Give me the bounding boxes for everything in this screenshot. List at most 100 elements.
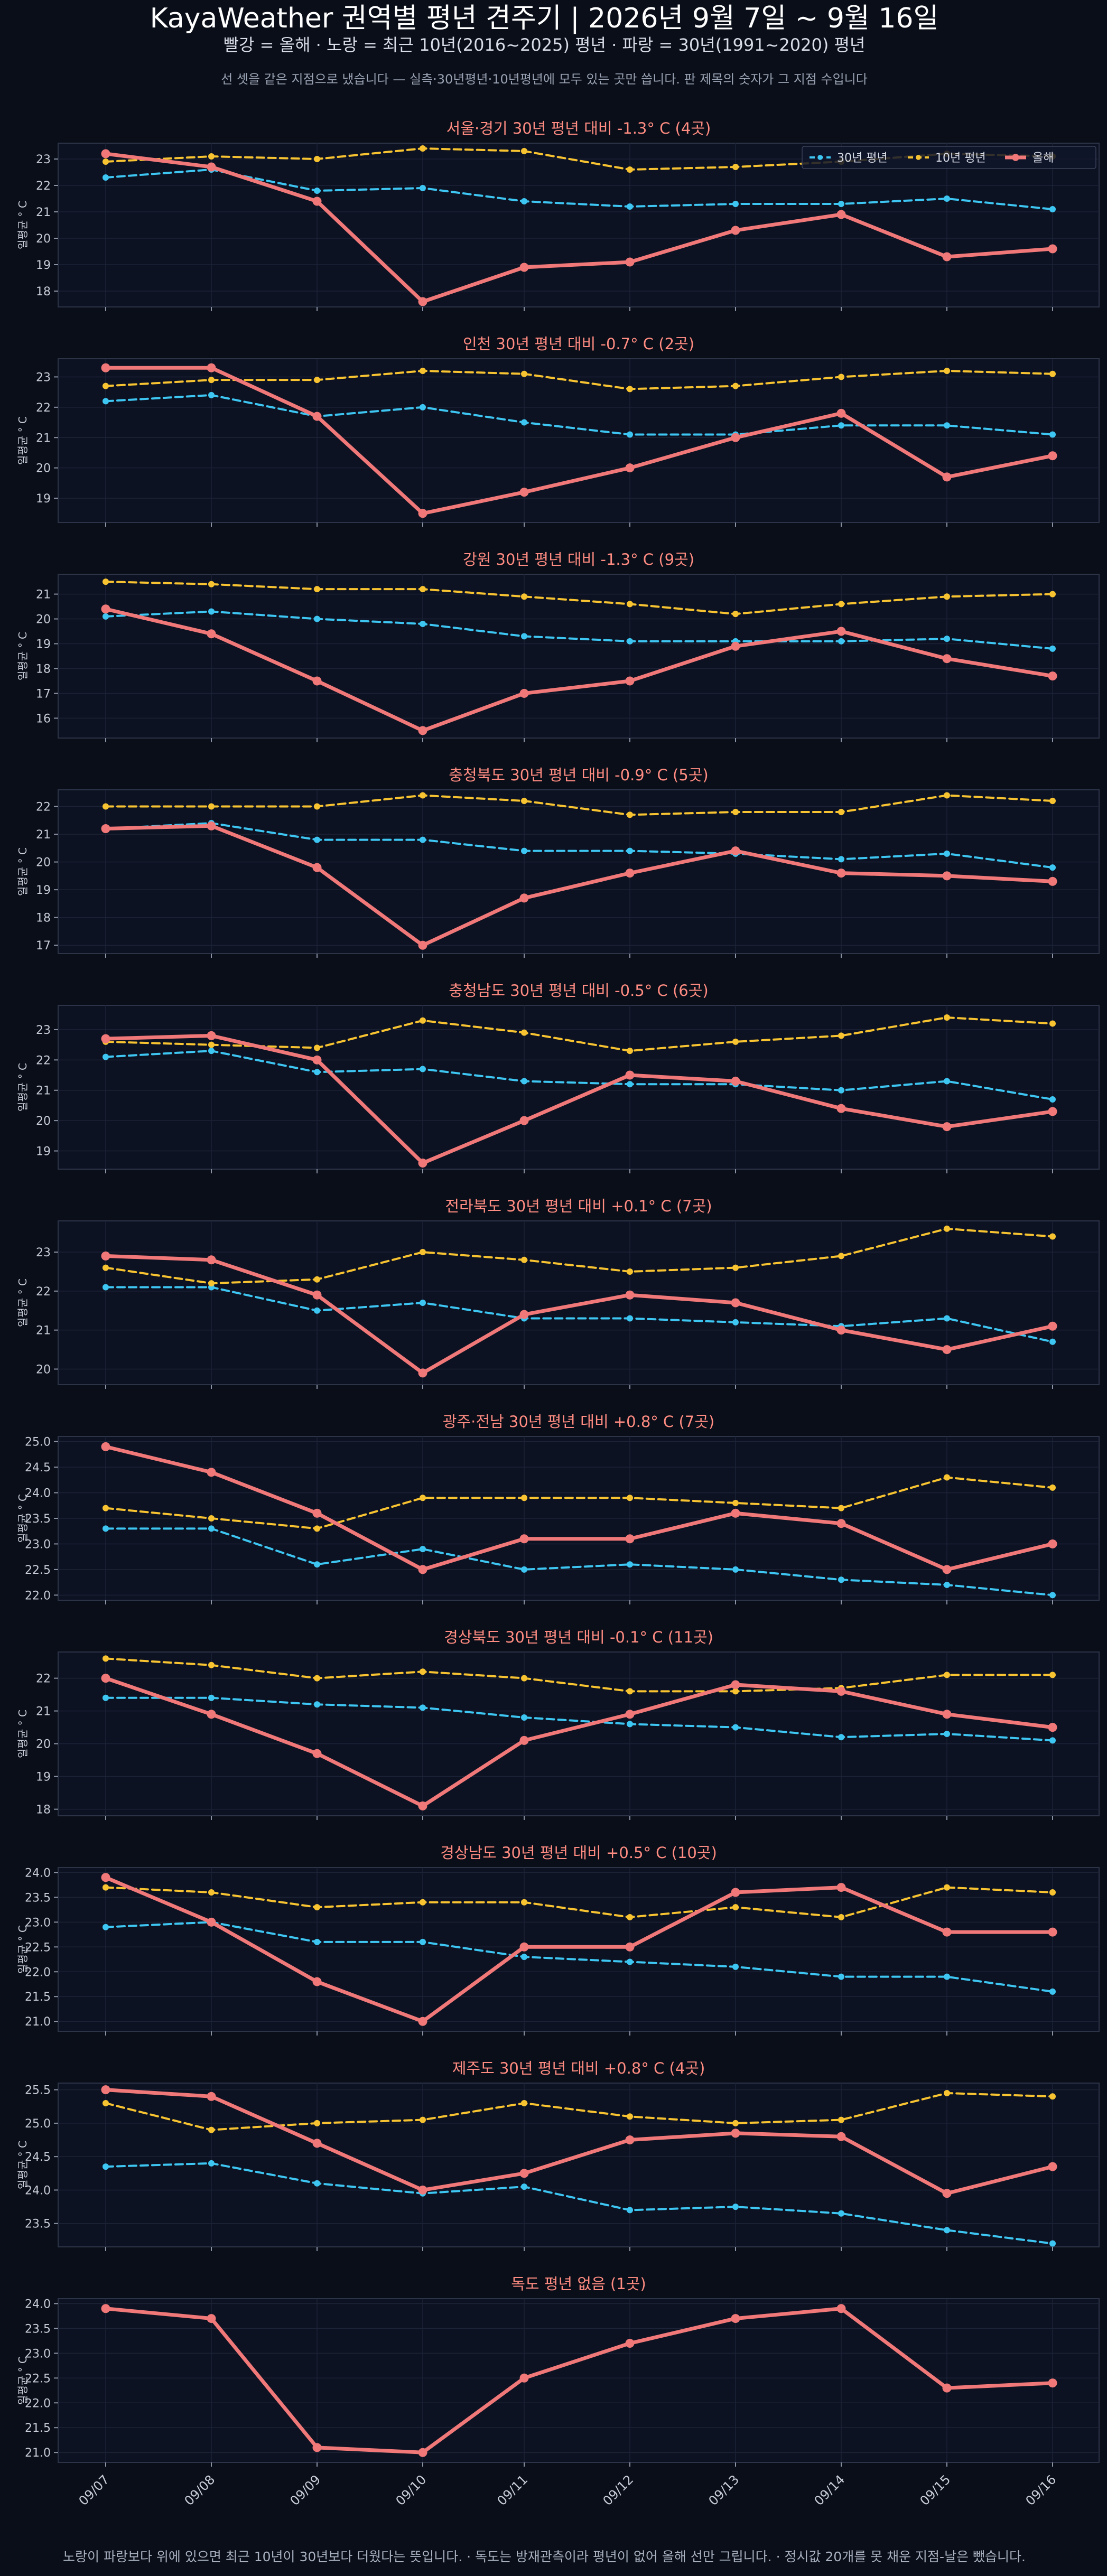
legend-label: 30년 평년 <box>837 152 888 165</box>
data-point <box>521 1954 527 1961</box>
data-point <box>942 1565 952 1574</box>
data-point <box>207 1255 216 1265</box>
y-tick-label: 24.0 <box>25 2184 51 2197</box>
data-point <box>732 1499 739 1506</box>
panel-frame <box>58 574 1100 739</box>
y-tick-label: 20 <box>36 1738 51 1751</box>
data-point <box>1049 1233 1056 1240</box>
data-point <box>1048 671 1057 681</box>
panel-title: 충청남도 30년 평년 대비 -0.5° C (6곳) <box>449 982 708 1000</box>
data-point <box>1048 2378 1057 2388</box>
data-point <box>838 422 844 429</box>
data-point <box>519 1942 529 1952</box>
data-point <box>732 809 739 816</box>
data-point <box>208 153 215 160</box>
y-tick-label: 25.0 <box>25 2117 51 2131</box>
data-point <box>101 1442 110 1451</box>
data-point <box>942 2383 952 2393</box>
data-point <box>731 1077 740 1086</box>
panel-title: 강원 30년 평년 대비 -1.3° C (9곳) <box>463 550 694 568</box>
data-point <box>103 2099 109 2106</box>
panel-title: 서울·경기 30년 평년 대비 -1.3° C (4곳) <box>446 119 711 137</box>
data-point <box>208 1662 215 1668</box>
y-axis-label: 일평균 ° C <box>16 1063 29 1112</box>
legend-swatch-marker <box>916 155 921 160</box>
y-tick-label: 22.0 <box>25 1966 51 1979</box>
y-tick-label: 16 <box>36 712 51 725</box>
data-point <box>625 2135 635 2145</box>
data-point <box>314 1307 320 1314</box>
data-point <box>521 198 527 204</box>
data-point <box>312 2443 322 2452</box>
data-point <box>420 792 426 799</box>
data-point <box>314 1044 320 1051</box>
y-axis-label: 일평균 ° C <box>16 2356 29 2405</box>
data-point <box>103 382 109 389</box>
y-tick-label: 23.0 <box>25 2347 51 2360</box>
data-point <box>1049 1020 1056 1027</box>
data-point <box>838 1734 844 1741</box>
data-point <box>103 1284 109 1291</box>
data-point <box>627 811 633 818</box>
data-point <box>1049 2240 1056 2247</box>
y-axis-label: 일평균 ° C <box>16 1494 29 1543</box>
data-point <box>103 174 109 181</box>
data-point <box>519 1534 529 1544</box>
data-point <box>1048 1723 1057 1732</box>
data-point <box>838 809 844 816</box>
data-point <box>627 1958 633 1965</box>
data-point <box>314 188 320 194</box>
data-point <box>732 201 739 207</box>
series-line <box>105 581 1054 615</box>
panel-frame <box>58 1005 1100 1170</box>
y-tick-label: 21.0 <box>25 2015 51 2029</box>
data-point <box>521 633 527 640</box>
data-point <box>838 1973 844 1980</box>
y-tick-label: 24.0 <box>25 2298 51 2311</box>
data-point <box>836 869 846 878</box>
data-point <box>1049 798 1056 805</box>
y-tick-label: 22.0 <box>25 1589 51 1602</box>
data-point <box>944 2089 950 2096</box>
data-point <box>208 1525 215 1532</box>
data-point <box>521 370 527 377</box>
y-tick-label: 23.5 <box>25 1513 51 1526</box>
data-point <box>519 488 529 497</box>
data-point <box>838 601 844 608</box>
panel-title: 제주도 30년 평년 대비 +0.8° C (4곳) <box>452 2059 705 2077</box>
series-line <box>104 1033 1055 1165</box>
data-point <box>732 164 739 170</box>
series-line <box>105 1527 1054 1597</box>
data-point <box>836 1326 846 1335</box>
data-point <box>103 1924 109 1930</box>
y-tick-label: 20 <box>36 613 51 627</box>
data-point <box>420 586 426 593</box>
chart-panel: 21.0 21.5 22.0 22.5 23.0 23.5 24.0 일평균 ° C 독도 평년… <box>16 2275 1100 2467</box>
data-point <box>418 1368 427 1378</box>
data-point <box>207 1468 216 1477</box>
y-tick-label: 24.5 <box>25 2151 51 2164</box>
data-point <box>101 1674 110 1683</box>
data-point <box>312 1290 322 1300</box>
data-point <box>944 1973 950 1980</box>
data-point <box>732 1688 739 1695</box>
data-point <box>312 412 322 421</box>
data-point <box>418 2448 427 2457</box>
data-point <box>103 1884 109 1891</box>
data-point <box>625 1942 635 1952</box>
data-point <box>944 1315 950 1322</box>
series-line <box>105 169 1054 210</box>
data-point <box>101 1873 110 1882</box>
data-point <box>627 1721 633 1728</box>
series-line <box>105 394 1054 436</box>
figure-note: 선 셋을 같은 지점으로 냈습니다 — 실측·30년평년·10년평년에 모두 있… <box>221 72 868 87</box>
footer-note: 노랑이 파랑보다 위에 있으면 최근 10년이 30년보다 더웠다는 뜻입니다.… <box>63 2549 1026 2564</box>
data-point <box>521 2099 527 2106</box>
data-point <box>314 377 320 384</box>
data-point <box>208 581 215 587</box>
series-line <box>105 1050 1054 1100</box>
y-tick-label: 20 <box>36 1363 51 1376</box>
chart-panel: 18 19 20 21 22 일평균 ° C 경상북도 30년 평년 대비 -0.1° C … <box>16 1628 1100 1820</box>
data-point <box>627 1268 633 1275</box>
